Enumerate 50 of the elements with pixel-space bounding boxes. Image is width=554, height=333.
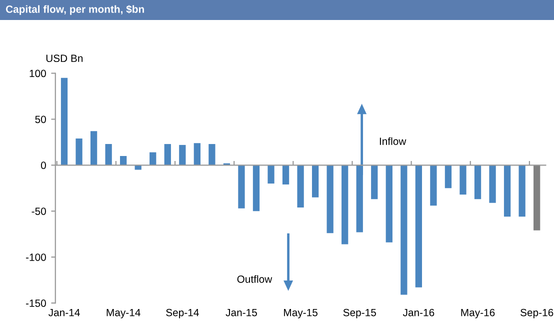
bar [134,165,142,170]
x-tick-label: Sep-16 [520,308,554,318]
bar [208,144,216,166]
chart-title: Capital flow, per month, $bn [6,5,144,15]
bar [415,165,422,288]
y-tick-label: 100 [30,70,46,78]
y-tick-label: -100 [26,254,46,261]
bar [105,144,112,166]
bar [371,165,378,200]
x-tick-label: Sep-15 [343,308,376,318]
y-tick-label: -150 [26,300,46,307]
annotation: Inflow [380,137,406,145]
y-tick-label: 50 [35,116,46,124]
bar [120,156,127,166]
bar [489,165,496,203]
x-tick-label: Jan-16 [402,308,434,316]
bar [60,78,68,166]
bar [460,165,466,195]
bar [400,165,408,295]
y-tick-label: 0 [40,162,46,170]
x-tick-label: May-16 [461,308,495,318]
bar [194,143,200,166]
bar [430,165,437,206]
bar [90,131,98,166]
x-tick-label: Sep-14 [166,308,199,318]
bar [150,152,156,166]
x-tick-label: Jan-15 [226,308,257,316]
y-tick-label: -50 [32,208,46,215]
bar [268,165,274,184]
bar [282,165,290,184]
bar [326,165,334,234]
y-axis-title: USD Bn [46,54,83,62]
bar [312,165,319,198]
bar [164,144,171,166]
bar [386,165,392,242]
bar [76,138,82,166]
x-tick-label: May-15 [284,308,318,318]
bar [297,165,304,208]
bar [474,165,482,200]
x-tick-label: Jan-14 [48,308,80,316]
bar [179,144,186,166]
bar [444,165,452,188]
bar [504,165,511,217]
bar [342,165,348,244]
annotation: Outflow [237,275,272,283]
bar [252,165,260,212]
bar [238,165,245,208]
x-tick-label: May-14 [106,308,140,318]
bar [518,165,526,217]
bar [534,165,540,230]
